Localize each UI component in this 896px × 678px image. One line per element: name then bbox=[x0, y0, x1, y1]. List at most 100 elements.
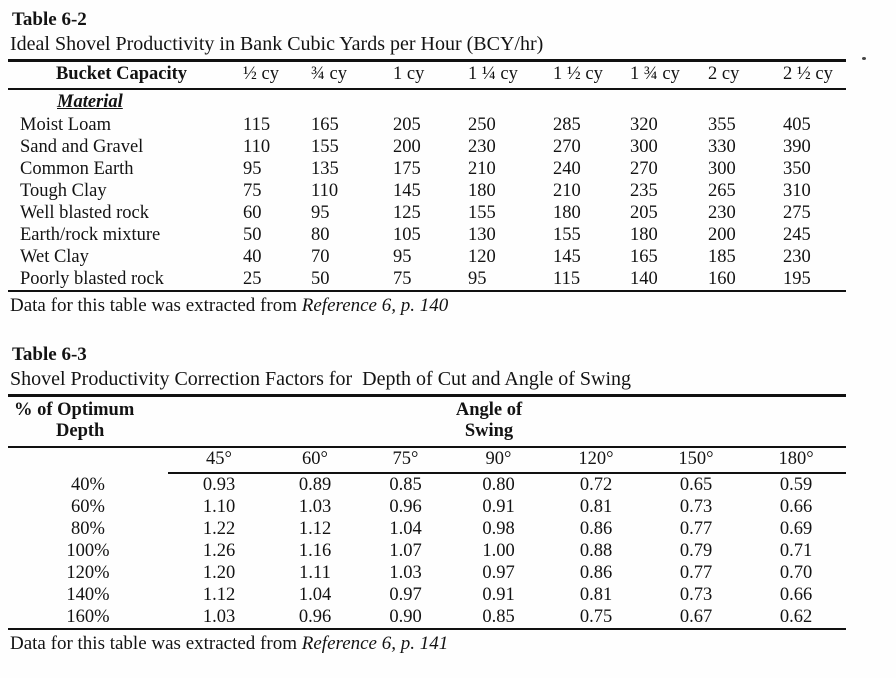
table-row: Earth/rock mixture 50 80 105 130 155 180 200 245 bbox=[8, 224, 846, 246]
cell-value: 0.62 bbox=[779, 607, 813, 627]
cell-value: 180 bbox=[553, 203, 581, 223]
cell-value: 1.07 bbox=[389, 541, 422, 561]
cell-value: 1.00 bbox=[482, 541, 515, 561]
cell-value: 0.86 bbox=[579, 563, 613, 583]
table-6-3-subtitle: Shovel Productivity Correction Factors f… bbox=[10, 368, 632, 390]
row-label: Earth/rock mixture bbox=[20, 225, 161, 245]
cell-value: 145 bbox=[553, 247, 581, 267]
cell-value: 0.97 bbox=[482, 563, 515, 583]
cell-value: 390 bbox=[783, 137, 811, 157]
column-header: ½ cy bbox=[235, 60, 303, 90]
cell-value: 115 bbox=[243, 115, 271, 135]
table-row: Well blasted rock 60 95 125 155 180 205 230 275 bbox=[8, 202, 846, 224]
cell-value: 0.66 bbox=[779, 585, 813, 605]
row-label: Sand and Gravel bbox=[20, 137, 144, 157]
table-row: Wet Clay 40 70 95 120 145 165 185 230 bbox=[8, 246, 846, 268]
cell-value: 0.77 bbox=[679, 563, 713, 583]
cell-value: 1.10 bbox=[202, 497, 236, 517]
caption-text: Data for this table was extracted from bbox=[10, 295, 302, 316]
cell-value: 50 bbox=[311, 269, 330, 289]
cell-value: 210 bbox=[468, 159, 496, 179]
cell-value: 0.85 bbox=[389, 475, 422, 495]
cell-value: 1.22 bbox=[202, 519, 236, 539]
cell-value: 105 bbox=[393, 225, 421, 245]
material-header-row: Material bbox=[8, 89, 846, 114]
table-6-2-section: Table 6-2 Ideal Shovel Productivity in B… bbox=[8, 8, 896, 317]
row-label: 140% bbox=[66, 585, 110, 605]
cell-value: 0.98 bbox=[482, 519, 515, 539]
cell-value: 1.03 bbox=[298, 497, 332, 517]
cell-value: 155 bbox=[311, 137, 339, 157]
cell-value: 160 bbox=[708, 269, 736, 289]
cell-value: 270 bbox=[630, 159, 658, 179]
cell-value: 185 bbox=[708, 247, 736, 267]
cell-value: 0.70 bbox=[779, 563, 813, 583]
cell-value: 0.75 bbox=[579, 607, 613, 627]
cell-value: 0.79 bbox=[679, 541, 713, 561]
cell-value: 95 bbox=[393, 247, 412, 267]
row-label: Poorly blasted rock bbox=[20, 269, 164, 289]
cell-value: 95 bbox=[311, 203, 330, 223]
angle-column-header: 150° bbox=[646, 447, 746, 474]
cell-value: 200 bbox=[708, 225, 736, 245]
empty-header-cell bbox=[8, 447, 168, 473]
cell-value: 200 bbox=[393, 137, 421, 157]
cell-value: 0.73 bbox=[679, 497, 713, 517]
cell-value: 110 bbox=[311, 181, 339, 201]
angle-of-swing-line1: Angle of bbox=[455, 400, 523, 420]
cell-value: 1.20 bbox=[202, 563, 236, 583]
cell-value: 0.65 bbox=[679, 475, 713, 495]
column-header: 1 cy bbox=[385, 60, 460, 90]
cell-value: 95 bbox=[243, 159, 262, 179]
cell-value: 1.12 bbox=[202, 585, 236, 605]
cell-value: 275 bbox=[783, 203, 811, 223]
cell-value: 0.66 bbox=[779, 497, 813, 517]
cell-value: 80 bbox=[311, 225, 330, 245]
cell-value: 300 bbox=[708, 159, 736, 179]
table-6-3-caption: Data for this table was extracted from R… bbox=[8, 633, 896, 655]
caption-reference: Reference 6, p. 140 bbox=[301, 295, 449, 316]
table-6-2-title: Table 6-2 bbox=[12, 9, 87, 30]
cell-value: 240 bbox=[553, 159, 581, 179]
cell-value: 0.77 bbox=[679, 519, 713, 539]
cell-value: 125 bbox=[393, 203, 421, 223]
angle-column-header: 45° bbox=[168, 447, 270, 474]
angle-column-header: 60° bbox=[270, 447, 360, 474]
table-row: 120% 1.20 1.11 1.03 0.97 0.86 0.77 0.70 bbox=[8, 562, 846, 584]
angle-column-header: 75° bbox=[360, 447, 451, 474]
cell-value: 0.91 bbox=[482, 497, 515, 517]
cell-value: 40 bbox=[243, 247, 262, 267]
cell-value: 145 bbox=[393, 181, 421, 201]
material-header-cell: Material bbox=[8, 89, 846, 114]
optimum-depth-line1: % of Optimum bbox=[14, 400, 135, 420]
table-row: 140% 1.12 1.04 0.97 0.91 0.81 0.73 0.66 bbox=[8, 584, 846, 606]
cell-value: 130 bbox=[468, 225, 496, 245]
cell-value: 1.12 bbox=[298, 519, 332, 539]
cell-value: 230 bbox=[783, 247, 811, 267]
cell-value: 0.90 bbox=[389, 607, 422, 627]
angle-column-header: 90° bbox=[451, 447, 546, 474]
row-label: 60% bbox=[71, 497, 105, 517]
section-divider bbox=[8, 317, 896, 343]
cell-value: 50 bbox=[243, 225, 262, 245]
angle-column-header: 180° bbox=[746, 447, 847, 474]
scan-artifact bbox=[862, 57, 866, 60]
cell-value: 0.72 bbox=[579, 475, 613, 495]
cell-value: 135 bbox=[311, 159, 339, 179]
cell-value: 1.03 bbox=[389, 563, 422, 583]
cell-value: 320 bbox=[630, 115, 658, 135]
angle-header-row: 45° 60° 75° 90° 120° 150° 180° bbox=[8, 447, 847, 474]
cell-value: 210 bbox=[553, 181, 581, 201]
row-label: Well blasted rock bbox=[20, 203, 149, 223]
cell-value: 0.86 bbox=[579, 519, 613, 539]
cell-value: 0.85 bbox=[482, 607, 515, 627]
cell-value: 230 bbox=[708, 203, 736, 223]
cell-value: 235 bbox=[630, 181, 658, 201]
cell-value: 110 bbox=[243, 137, 271, 157]
material-label: Material bbox=[57, 92, 123, 112]
cell-value: 75 bbox=[393, 269, 412, 289]
column-header: 1 ¾ cy bbox=[622, 60, 700, 90]
cell-value: 0.71 bbox=[779, 541, 813, 561]
cell-value: 120 bbox=[468, 247, 496, 267]
